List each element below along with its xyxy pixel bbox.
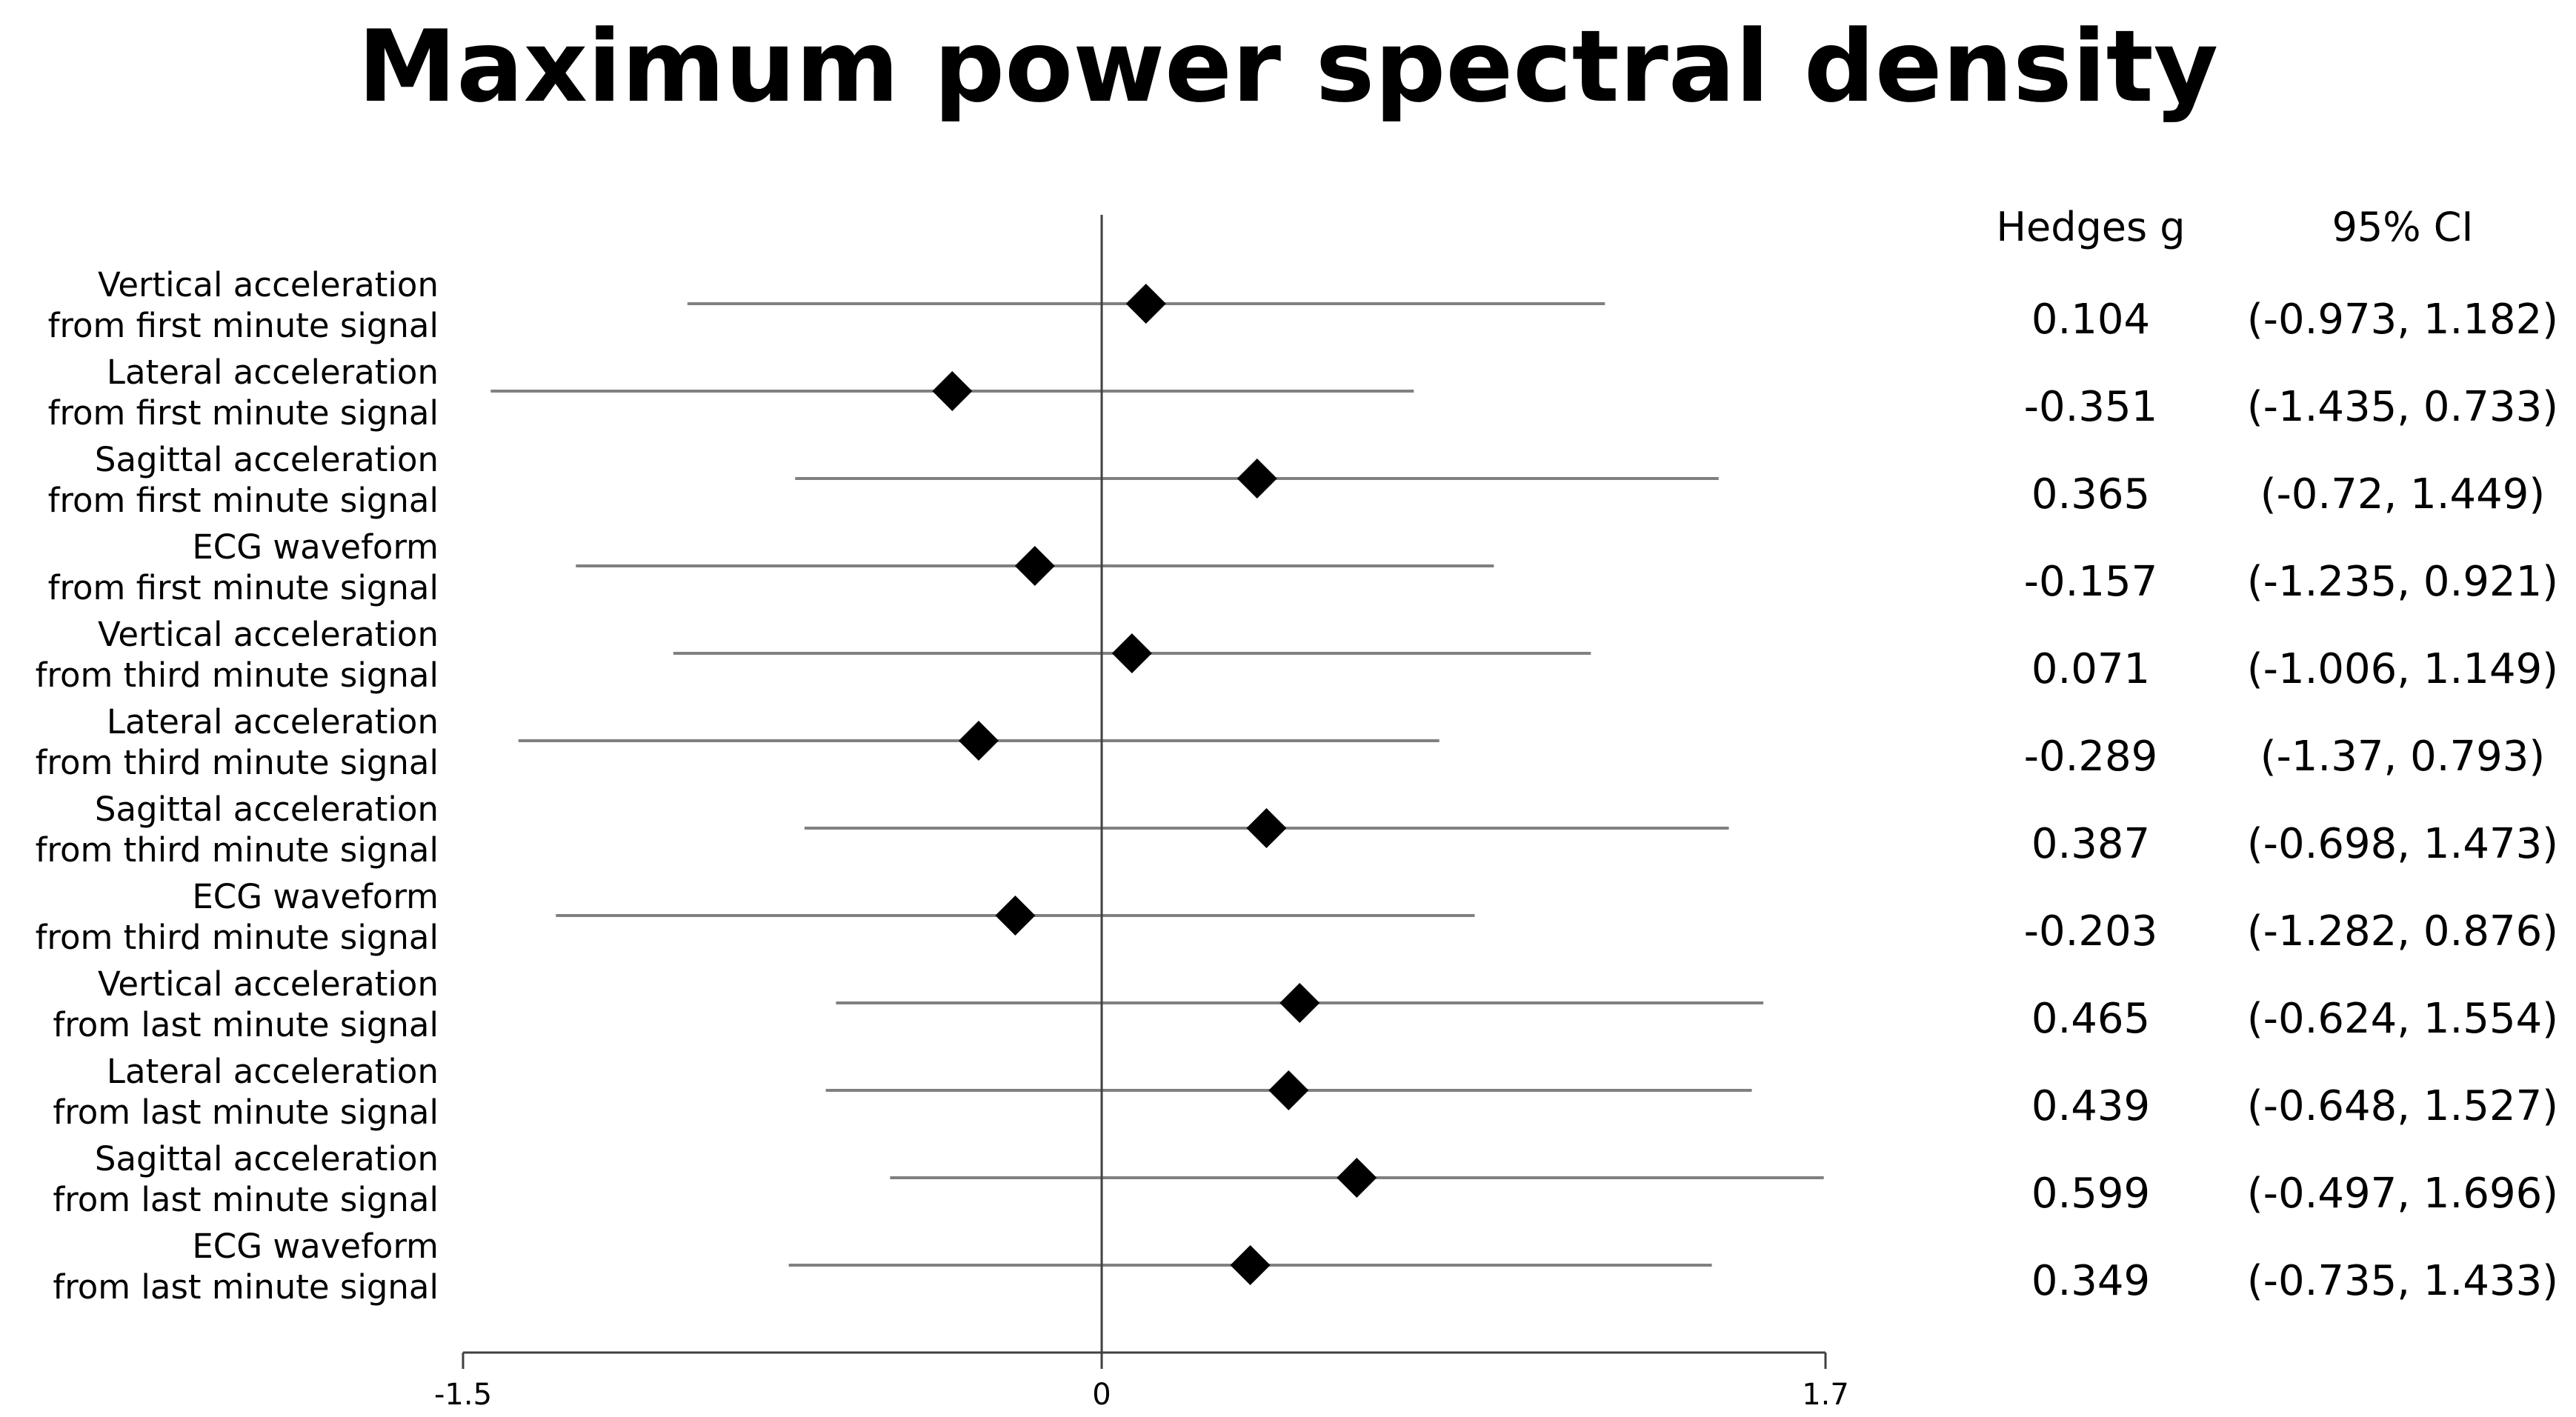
markers-layer [932,284,1377,1285]
row-label-line2: from third minute signal [36,656,439,695]
ci-value: (-1.282, 0.876) [2247,907,2558,956]
ci-lines-layer [490,302,1824,1267]
hedges-g-value: 0.071 [2031,645,2150,693]
ci-value: (-0.973, 1.182) [2247,296,2558,344]
row-label-line1: Lateral acceleration [107,702,439,741]
hedges-g-value: 0.104 [2031,296,2150,344]
column-header-ci: 95% CI [2332,204,2474,250]
row-label-line1: Vertical acceleration [98,964,439,1004]
x-tick-label: 1.7 [1802,1378,1849,1412]
ci-value: (-1.37, 0.793) [2260,733,2546,781]
row-label-line1: Sagittal acceleration [95,440,439,479]
effect-marker [1111,633,1152,673]
row-label-line1: ECG waveform [192,527,439,567]
row-label-line2: from last minute signal [53,1267,439,1307]
effect-marker [1268,1070,1309,1110]
effect-marker [1230,1245,1271,1285]
effect-marker [1246,808,1287,848]
axes-layer: -1.5 0 1.7 [434,215,1849,1412]
row-label-line2: from last minute signal [53,1005,439,1044]
row-label-line1: Sagittal acceleration [95,1139,439,1178]
effect-marker [1125,284,1166,324]
column-header-hedges-g: Hedges g [1996,204,2185,250]
hedges-g-value: 0.439 [2031,1082,2150,1130]
row-label-line1: ECG waveform [192,1227,439,1266]
effect-marker [1337,1158,1377,1198]
row-label-line2: from first minute signal [48,568,439,607]
row-label-line2: from last minute signal [53,1093,439,1132]
row-label-line2: from first minute signal [48,306,439,345]
effect-marker [958,721,999,761]
row-label-line1: Lateral acceleration [107,353,439,392]
hedges-g-value: -0.351 [2024,383,2158,431]
chart-title: Maximum power spectral density [357,9,2219,124]
effect-marker [932,371,973,411]
row-label-line2: from first minute signal [48,481,439,520]
row-label-line1: Vertical acceleration [98,615,439,654]
hedges-g-value: 0.365 [2031,470,2150,519]
effect-marker [1279,983,1320,1023]
effect-marker [1237,459,1277,499]
ci-value: (-0.624, 1.554) [2247,995,2558,1043]
ci-value: (-0.698, 1.473) [2247,820,2558,868]
stats-table-layer: Hedges g 95% CI 0.104 (-0.973, 1.182) -0.351… [1996,204,2558,1305]
ci-value: (-1.235, 0.921) [2247,558,2558,606]
row-label-line2: from third minute signal [36,743,439,782]
x-tick-label: 0 [1092,1378,1111,1412]
ci-value: (-1.435, 0.733) [2247,383,2558,431]
hedges-g-value: 0.599 [2031,1170,2150,1218]
row-label-line2: from third minute signal [36,830,439,870]
row-label-line1: Sagittal acceleration [95,790,439,829]
effect-marker [995,896,1036,936]
row-label-line2: from first minute signal [48,393,439,433]
row-label-line1: Vertical acceleration [98,265,439,304]
hedges-g-value: -0.157 [2024,558,2158,606]
row-label-line2: from third minute signal [36,918,439,957]
hedges-g-value: 0.465 [2031,995,2150,1043]
row-label-line1: ECG waveform [192,877,439,916]
ci-value: (-0.72, 1.449) [2260,470,2546,519]
row-label-line2: from last minute signal [53,1180,439,1219]
x-tick-label: -1.5 [434,1378,492,1412]
hedges-g-value: -0.289 [2024,733,2158,781]
ci-value: (-1.006, 1.149) [2247,645,2558,693]
ci-value: (-0.497, 1.696) [2247,1170,2558,1218]
effect-marker [1014,546,1055,586]
hedges-g-value: -0.203 [2024,907,2158,956]
ci-value: (-0.648, 1.527) [2247,1082,2558,1130]
row-label-line1: Lateral acceleration [107,1052,439,1091]
hedges-g-value: 0.387 [2031,820,2150,868]
ci-value: (-0.735, 1.433) [2247,1257,2558,1305]
hedges-g-value: 0.349 [2031,1257,2150,1305]
